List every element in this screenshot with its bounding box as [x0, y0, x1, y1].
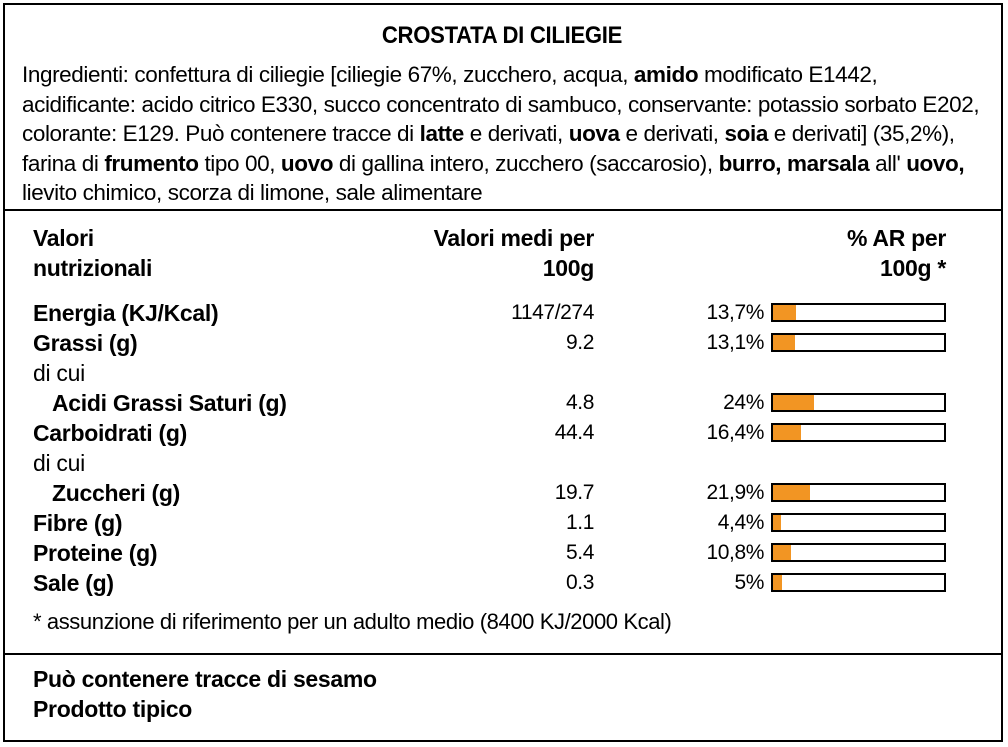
nutrient-value: 19.7	[554, 481, 595, 504]
nutrient-name: Acidi Grassi Saturi (g)	[52, 390, 287, 416]
nutrient-value: 44.4	[554, 421, 595, 444]
nutrient-value: 1147/274	[511, 301, 594, 324]
ingredient-text: di gallina intero, zucchero (saccarosio)…	[333, 150, 719, 176]
nutrient-name: Fibre (g)	[33, 510, 123, 536]
ar-bar-fill	[773, 305, 796, 320]
header-per100-line1: Valori medi per	[433, 225, 595, 251]
divider	[5, 653, 1001, 655]
header-ar-line2: 100g *	[880, 255, 946, 281]
allergen-highlight: frumento	[104, 150, 199, 176]
nutrient-name: Carboidrati (g)	[33, 420, 187, 446]
product-title: CROSTATA DI CILIEGIE	[381, 22, 623, 49]
nutrient-ar-percent: 24%	[723, 391, 764, 414]
ingredient-text: e derivati,	[619, 121, 725, 146]
ar-bar	[771, 573, 946, 592]
ar-bar	[771, 303, 946, 322]
ar-bar	[771, 483, 946, 502]
ar-bar-fill	[773, 515, 781, 530]
ingredient-text: lievito chimico, scorza di limone, sale …	[22, 180, 483, 205]
allergen-note: Può contenere tracce di sesamo	[33, 666, 377, 692]
nutrient-value: 9.2	[566, 331, 594, 354]
allergen-highlight: amido	[633, 62, 699, 87]
nutrient-name: Zuccheri (g)	[52, 480, 181, 506]
nutrient-value: 5.4	[566, 541, 594, 564]
divider	[5, 209, 1001, 211]
allergen-highlight: soia	[724, 121, 769, 146]
typical-product-note: Prodotto tipico	[33, 696, 193, 722]
ar-bar	[771, 513, 946, 532]
header-per100: Valori medi per 100g	[398, 223, 595, 283]
ar-bar-fill	[773, 485, 810, 500]
nutrient-ar-percent: 4,4%	[717, 511, 765, 534]
ingredient-text: all'	[869, 150, 907, 176]
reference-note: * assunzione di riferimento per un adult…	[33, 609, 672, 634]
nutrient-name: Grassi (g)	[33, 330, 138, 356]
nutrient-ar-percent: 13,1%	[706, 331, 764, 354]
nutrition-label-border	[3, 3, 1003, 742]
allergen-highlight: uovo,	[906, 150, 965, 176]
nutrient-value: 4.8	[566, 391, 594, 414]
ingredient-text: modificato E1442, acidificante: acido ci…	[22, 62, 980, 146]
ar-bar	[771, 393, 946, 412]
ar-bar-fill	[773, 545, 791, 560]
ar-bar	[771, 333, 946, 352]
nutrient-ar-percent: 10,8%	[706, 541, 764, 564]
header-label-line2: nutrizionali	[33, 255, 153, 281]
ar-bar-fill	[773, 335, 795, 350]
ingredient-text: e derivati,	[463, 121, 569, 146]
nutrient-value: 1.1	[566, 511, 594, 534]
nutrient-name: di cui	[33, 360, 85, 386]
allergen-highlight: latte	[419, 121, 465, 146]
ar-bar	[771, 543, 946, 562]
header-ar-line1: % AR per	[847, 225, 946, 251]
ar-bar	[771, 423, 946, 442]
ar-bar-fill	[773, 575, 782, 590]
nutrient-name: di cui	[33, 450, 85, 476]
ingredient-text: Ingredienti: confettura di ciliegie [cil…	[22, 62, 634, 87]
footer: Può contenere tracce di sesamo Prodotto …	[33, 664, 377, 724]
nutrient-ar-percent: 21,9%	[706, 481, 764, 504]
ingredient-text: tipo 00,	[198, 150, 281, 176]
ar-bar-fill	[773, 395, 814, 410]
header-ar: % AR per 100g *	[700, 223, 946, 283]
header-label: Valori nutrizionali	[33, 223, 152, 283]
nutrient-value: 0.3	[566, 571, 594, 594]
ar-bar-fill	[773, 425, 801, 440]
allergen-highlight: burro, marsala	[718, 150, 870, 176]
nutrient-ar-percent: 16,4%	[706, 421, 764, 444]
allergen-highlight: uovo	[280, 150, 334, 176]
header-per100-line2: 100g	[542, 255, 595, 281]
nutrient-ar-percent: 13,7%	[706, 301, 764, 324]
nutrient-ar-percent: 5%	[734, 571, 764, 594]
nutrient-name: Sale (g)	[33, 570, 114, 596]
ingredient-text: e derivati] (35,2%), farina di	[22, 121, 955, 176]
nutrient-name: Proteine (g)	[33, 540, 158, 566]
ingredients-text: Ingredienti: confettura di ciliegie [cil…	[22, 60, 982, 208]
nutrient-name: Energia (KJ/Kcal)	[33, 300, 219, 326]
allergen-highlight: uova	[568, 121, 620, 146]
header-label-line1: Valori	[33, 225, 94, 251]
